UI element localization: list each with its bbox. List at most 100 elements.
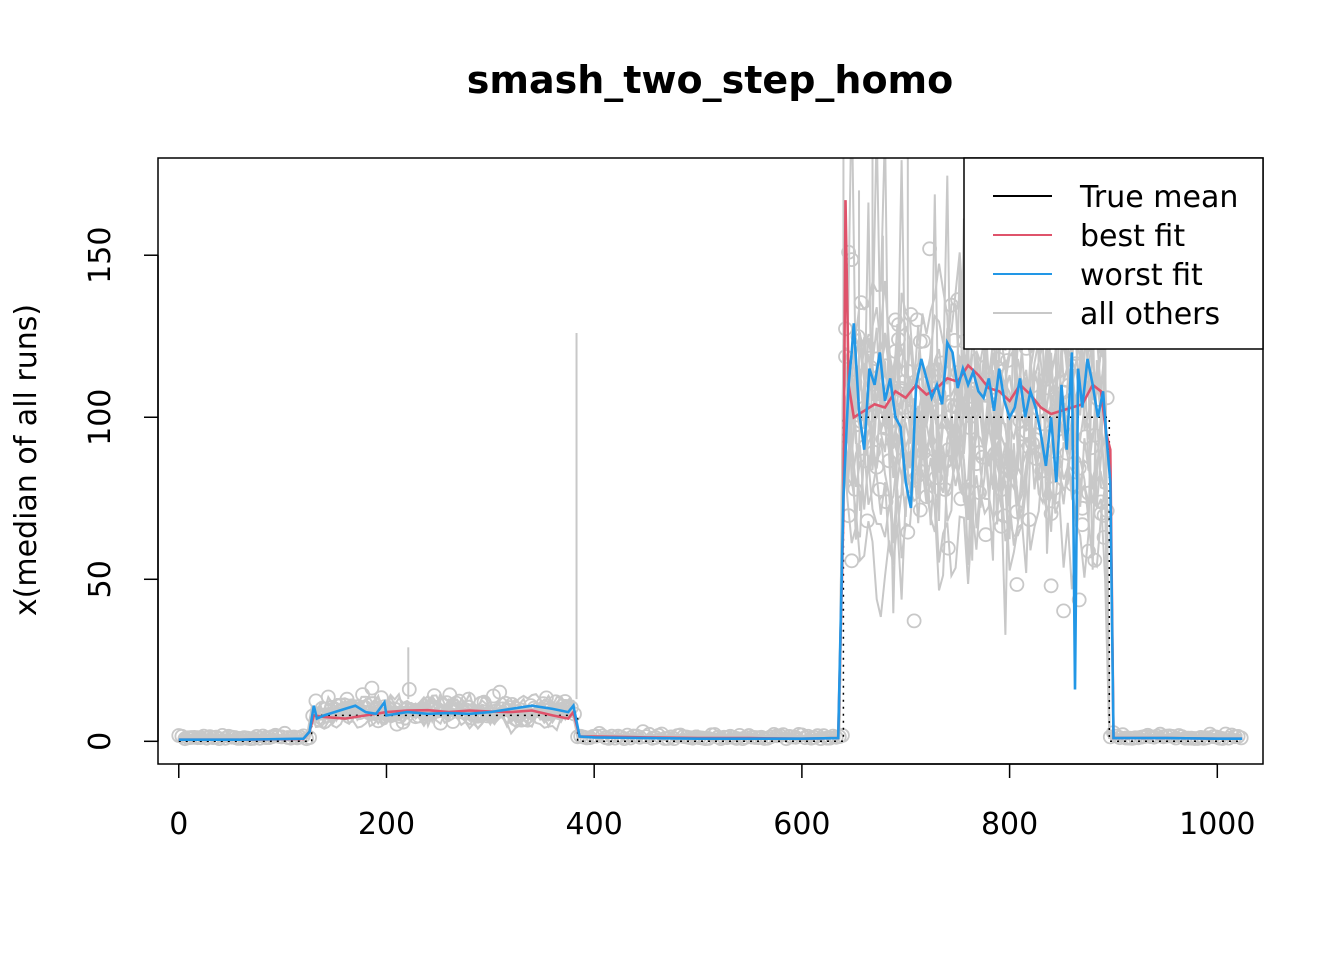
all-others-point	[1000, 353, 1015, 368]
all-others-point	[1009, 577, 1025, 592]
all-others-point	[355, 687, 371, 702]
chart-title: smash_two_step_homo	[467, 58, 954, 102]
all-others-point	[1028, 450, 1043, 466]
all-others-point	[978, 527, 994, 543]
all-others-point	[451, 693, 467, 709]
all-others-point	[928, 470, 944, 486]
all-others-point	[987, 445, 1003, 461]
all-others-point	[934, 355, 950, 371]
legend: True mean best fit worst fit all others	[963, 157, 1264, 350]
all-others-point	[972, 485, 987, 501]
all-others-point	[947, 332, 962, 348]
x-tick-label: 1000	[1179, 807, 1255, 842]
all-others-point	[875, 431, 891, 447]
all-others-point	[925, 362, 941, 378]
all-others-point	[1046, 480, 1062, 496]
y-axis-label: x(median of all runs)	[9, 304, 44, 616]
all-others-point	[962, 420, 978, 436]
all-others-point	[373, 690, 389, 706]
all-others-point	[1078, 429, 1093, 445]
all-others-point	[934, 414, 950, 430]
all-others-point	[866, 444, 881, 460]
all-others-point	[900, 363, 916, 379]
all-others-point	[295, 728, 311, 744]
all-others-point	[1087, 427, 1103, 443]
legend-label-true-mean: True mean	[1079, 180, 1238, 215]
x-tick-label: 600	[773, 807, 830, 842]
all-others-point	[320, 689, 336, 705]
all-others-point	[990, 351, 1006, 367]
y-tick-label: 0	[83, 732, 118, 751]
all-others-point	[841, 244, 856, 260]
all-others-point	[1018, 424, 1034, 440]
all-others-point	[909, 312, 925, 328]
legend-box	[963, 157, 1264, 350]
worst-fit-line	[178, 323, 1243, 741]
highlighted-series	[178, 200, 1243, 743]
all-others-point	[1025, 435, 1040, 451]
legend-label-best-fit: best fit	[1080, 219, 1185, 254]
all-others-point	[847, 481, 863, 497]
all-others-point	[401, 682, 417, 697]
all-others-point	[1040, 380, 1056, 396]
all-others-point	[426, 688, 442, 703]
all-others-point	[1034, 463, 1050, 479]
all-others-point	[1056, 603, 1071, 619]
all-others-point	[1071, 592, 1087, 608]
x-tick-label: 800	[981, 807, 1038, 842]
y-tick-label: 150	[83, 227, 118, 284]
all-others-point	[1015, 426, 1031, 442]
all-others-point	[1068, 356, 1084, 372]
all-others-point	[884, 413, 900, 429]
all-others-point	[1043, 506, 1059, 522]
all-others-point	[916, 445, 931, 461]
y-tick-label: 100	[83, 389, 118, 446]
all-others-point	[993, 482, 1009, 498]
all-others-point	[1087, 552, 1103, 568]
x-tick-label: 400	[566, 807, 623, 842]
all-others-point	[900, 524, 916, 540]
all-others-point	[906, 472, 922, 488]
all-others-point	[916, 333, 931, 349]
all-others-point	[1021, 512, 1037, 527]
all-others-point	[863, 407, 878, 423]
all-others-point	[445, 714, 461, 729]
all-others-point	[859, 513, 875, 529]
all-others-point	[856, 453, 872, 469]
all-others-point	[940, 540, 956, 556]
all-others-point	[931, 454, 947, 470]
all-others-point	[1009, 504, 1025, 520]
all-others-point	[965, 381, 981, 397]
all-others-point	[844, 553, 860, 569]
all-others-point	[912, 502, 928, 518]
all-others-point	[897, 374, 913, 390]
all-others-point	[850, 329, 866, 344]
all-others-point	[520, 712, 536, 728]
all-others-point	[1081, 485, 1096, 501]
all-others-point	[492, 684, 508, 700]
all-others-point	[940, 442, 956, 458]
all-others-point	[364, 680, 380, 696]
legend-label-all-others: all others	[1080, 297, 1220, 332]
all-others-point	[891, 331, 906, 347]
all-others-point	[891, 317, 906, 333]
all-others-point	[906, 613, 922, 629]
y-tick-label: 50	[83, 560, 118, 598]
all-others-point	[919, 489, 934, 505]
all-others-point	[922, 241, 937, 257]
all-others-point	[1003, 461, 1018, 477]
legend-label-worst-fit: worst fit	[1080, 258, 1203, 293]
all-others-point	[539, 690, 554, 706]
all-others-point	[909, 468, 925, 484]
all-others-point	[993, 518, 1009, 534]
all-others-point	[859, 338, 875, 353]
all-others-point	[881, 453, 897, 469]
x-axis: 0 200 400 600 800 1000	[169, 763, 1255, 842]
all-others-point	[878, 494, 894, 510]
all-others-point	[903, 404, 919, 420]
all-others-point	[853, 295, 869, 311]
all-others-point	[389, 716, 405, 732]
all-others-point	[1034, 416, 1050, 432]
all-others-point	[1043, 578, 1059, 594]
